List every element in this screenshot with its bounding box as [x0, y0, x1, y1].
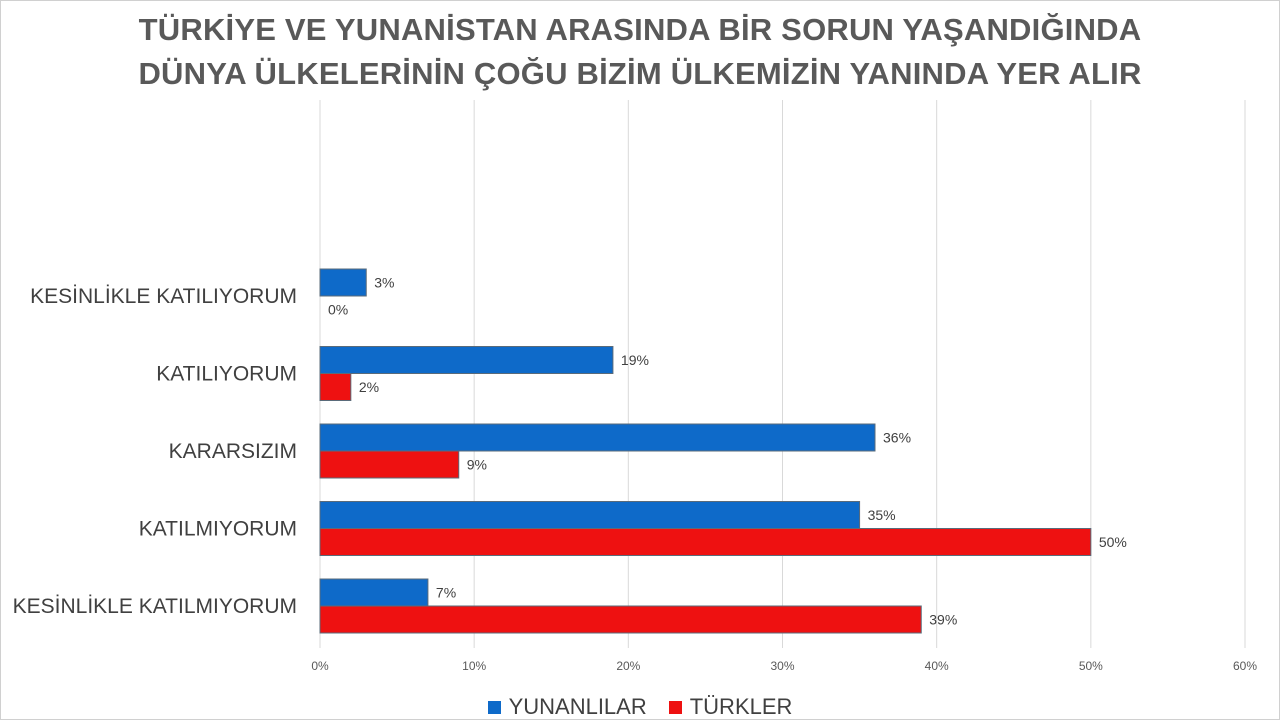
bar-yunanlilar	[319, 423, 876, 452]
chart-title: TÜRKİYE VE YUNANİSTAN ARASINDA BİR SORUN…	[0, 8, 1280, 96]
x-tick-label: 40%	[925, 659, 949, 673]
bar-turkler	[319, 528, 1092, 556]
bar-turkler	[319, 605, 922, 634]
data-label: 0%	[328, 302, 348, 318]
data-label: 39%	[929, 612, 957, 628]
data-label: 3%	[374, 275, 394, 291]
legend-swatch-turkler	[668, 700, 682, 714]
data-label: 50%	[1099, 534, 1127, 550]
x-tick-label: 50%	[1079, 659, 1103, 673]
x-tick-label: 0%	[311, 659, 329, 673]
bar-yunanlilar	[319, 268, 367, 297]
legend: YUNANLILAR TÜRKLER	[0, 694, 1280, 720]
category-label: KATILMIYORUM	[139, 518, 297, 541]
bar-turkler	[319, 450, 460, 479]
category-label: KATILIYORUM	[156, 363, 297, 386]
data-label: 35%	[868, 507, 896, 523]
legend-label-turkler: TÜRKLER	[689, 694, 793, 719]
data-label: 7%	[436, 585, 456, 601]
data-label: 36%	[883, 430, 911, 446]
category-label: KESİNLİKLE KATILMIYORUM	[13, 595, 297, 618]
data-label: 19%	[621, 352, 649, 368]
data-label: 9%	[467, 457, 487, 473]
chart-title-line-1: TÜRKİYE VE YUNANİSTAN ARASINDA BİR SORUN…	[138, 12, 1142, 47]
bar-yunanlilar	[319, 578, 429, 607]
bar-yunanlilar	[319, 501, 861, 529]
legend-item-turkler: TÜRKLER	[668, 694, 793, 720]
x-tick-label: 30%	[770, 659, 794, 673]
legend-item-yunanlilar: YUNANLILAR	[487, 694, 647, 720]
x-tick-label: 10%	[462, 659, 486, 673]
category-label: KARARSIZIM	[169, 440, 297, 463]
chart-title-line-2: DÜNYA ÜLKELERİNİN ÇOĞU BİZİM ÜLKEMİZİN Y…	[138, 56, 1142, 91]
bar-turkler	[319, 373, 352, 401]
category-label: KESİNLİKLE KATILIYORUM	[30, 285, 297, 308]
data-label: 2%	[359, 379, 379, 395]
legend-swatch-yunanlilar	[487, 700, 501, 714]
x-tick-label: 60%	[1233, 659, 1257, 673]
bar-yunanlilar	[319, 346, 614, 374]
x-tick-label: 20%	[616, 659, 640, 673]
legend-label-yunanlilar: YUNANLILAR	[508, 694, 647, 719]
